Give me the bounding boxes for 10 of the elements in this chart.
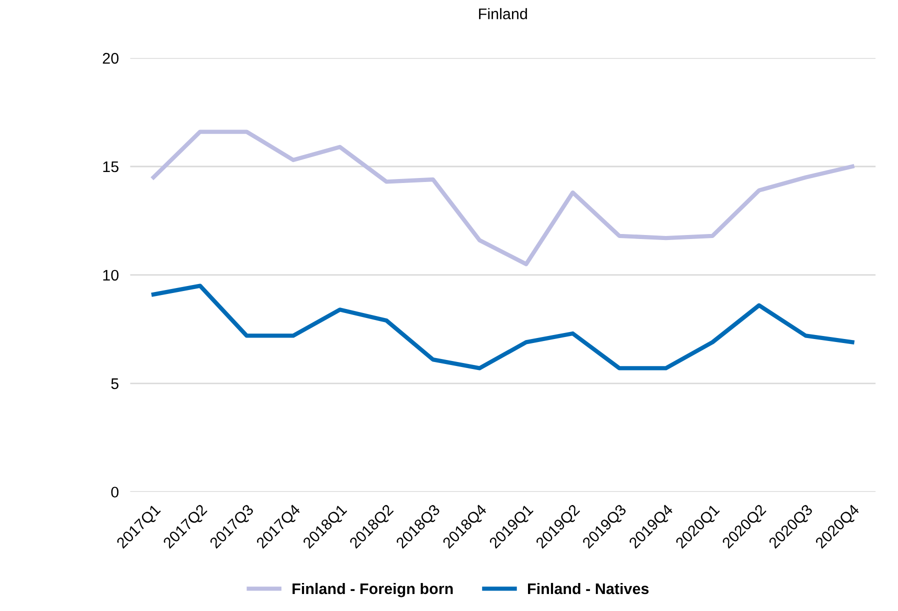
legend-label: Finland - Foreign born xyxy=(292,582,453,598)
legend-label: Finland - Natives xyxy=(528,582,649,594)
y-tick-label: 20 xyxy=(102,52,119,64)
y-tick-label: 15 xyxy=(103,162,118,172)
y-tick-label: 5 xyxy=(111,378,118,390)
line-series xyxy=(151,284,854,370)
chart-title: Finland xyxy=(479,8,527,20)
y-tick-label: 10 xyxy=(103,270,119,281)
y-tick-label: 0 xyxy=(111,486,118,498)
line-series xyxy=(151,130,854,266)
